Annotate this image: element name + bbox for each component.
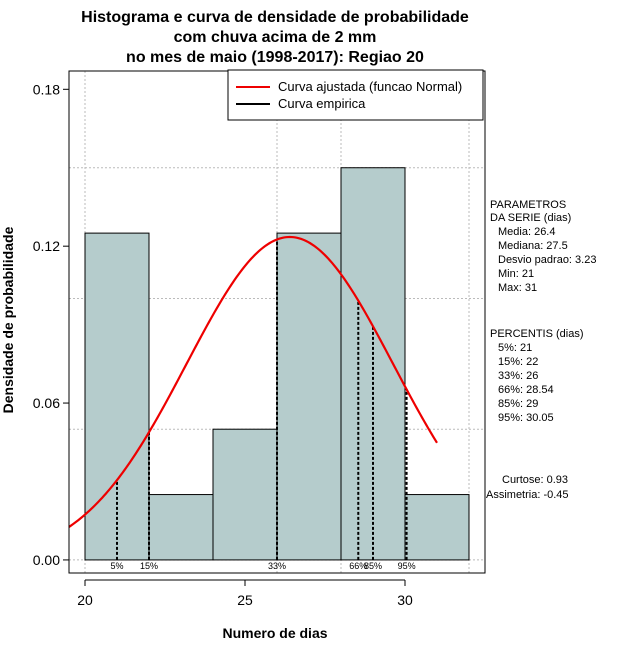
shape-stats: Curtose: 0.93 Assimetria: -0.45 bbox=[486, 474, 569, 501]
percentiles-panel: PERCENTIS (dias) 5%: 21 15%: 22 33%: 26 … bbox=[490, 328, 584, 424]
y-tick-label: 0.12 bbox=[33, 238, 60, 254]
histogram-bar bbox=[148, 494, 214, 561]
x-tick-label: 25 bbox=[237, 592, 253, 608]
histogram-bar bbox=[212, 428, 278, 561]
x-tick-label: 30 bbox=[397, 592, 413, 608]
params-title-1: PARAMETROS bbox=[490, 199, 566, 211]
percentile-label: 95% bbox=[398, 561, 416, 571]
percentile-label: 85% bbox=[364, 561, 382, 571]
params-title-2: DA SERIE (dias) bbox=[490, 212, 571, 224]
series-parameters: PARAMETROS DA SERIE (dias) Media: 26.4 M… bbox=[490, 199, 596, 294]
percentile-label: 5% bbox=[110, 561, 123, 571]
y-tick-label: 0.00 bbox=[33, 552, 60, 568]
param-desvio: Desvio padrao: 3.23 bbox=[498, 254, 596, 266]
param-max: Max: 31 bbox=[498, 282, 537, 294]
legend-label-fitted: Curva ajustada (funcao Normal) bbox=[278, 79, 462, 94]
x-tick-label: 20 bbox=[77, 592, 93, 608]
pct-5: 5%: 21 bbox=[498, 342, 532, 354]
pct-33: 33%: 26 bbox=[498, 370, 538, 382]
fitted-curve bbox=[68, 235, 438, 528]
percentile-lines: 5% 15% 33% 66%85% 95% bbox=[110, 239, 416, 571]
percentile-label: 66% bbox=[349, 561, 367, 571]
pct-85: 85%: 29 bbox=[498, 398, 538, 410]
histogram-bar bbox=[276, 232, 342, 561]
title-line-1: Histograma e curva de densidade de proba… bbox=[81, 9, 469, 26]
pct-title: PERCENTIS (dias) bbox=[490, 328, 584, 340]
histogram-bar bbox=[404, 494, 470, 561]
x-axis: 20 25 30 bbox=[77, 579, 413, 608]
chart-title: Histograma e curva de densidade de proba… bbox=[81, 9, 469, 66]
y-tick-label: 0.18 bbox=[33, 81, 60, 97]
stat-curtose: Curtose: 0.93 bbox=[502, 474, 568, 486]
pct-95: 95%: 30.05 bbox=[498, 412, 554, 424]
pct-66: 66%: 28.54 bbox=[498, 384, 554, 396]
legend-box bbox=[227, 69, 484, 121]
title-line-2: com chuva acima de 2 mm bbox=[174, 29, 377, 46]
stat-assimetria: Assimetria: -0.45 bbox=[486, 489, 569, 501]
fitted-normal-curve bbox=[68, 235, 438, 528]
legend: Curva ajustada (funcao Normal) Curva emp… bbox=[227, 69, 484, 121]
title-line-3: no mes de maio (1998-2017): Regiao 20 bbox=[126, 49, 424, 66]
pct-15: 15%: 22 bbox=[498, 356, 538, 368]
param-mediana: Mediana: 27.5 bbox=[498, 240, 568, 252]
y-axis: 0.00 0.06 0.12 0.18 bbox=[33, 81, 70, 568]
param-min: Min: 21 bbox=[498, 268, 534, 280]
param-media: Media: 26.4 bbox=[498, 226, 555, 238]
histogram-bar bbox=[84, 232, 150, 561]
y-axis-label: Densidade de probabilidade bbox=[0, 226, 16, 413]
y-tick-label: 0.06 bbox=[33, 395, 60, 411]
x-axis-label: Numero de dias bbox=[222, 625, 327, 641]
percentile-label: 15% bbox=[140, 561, 158, 571]
percentile-label: 33% bbox=[268, 561, 286, 571]
legend-label-empirical: Curva empirica bbox=[278, 96, 366, 111]
